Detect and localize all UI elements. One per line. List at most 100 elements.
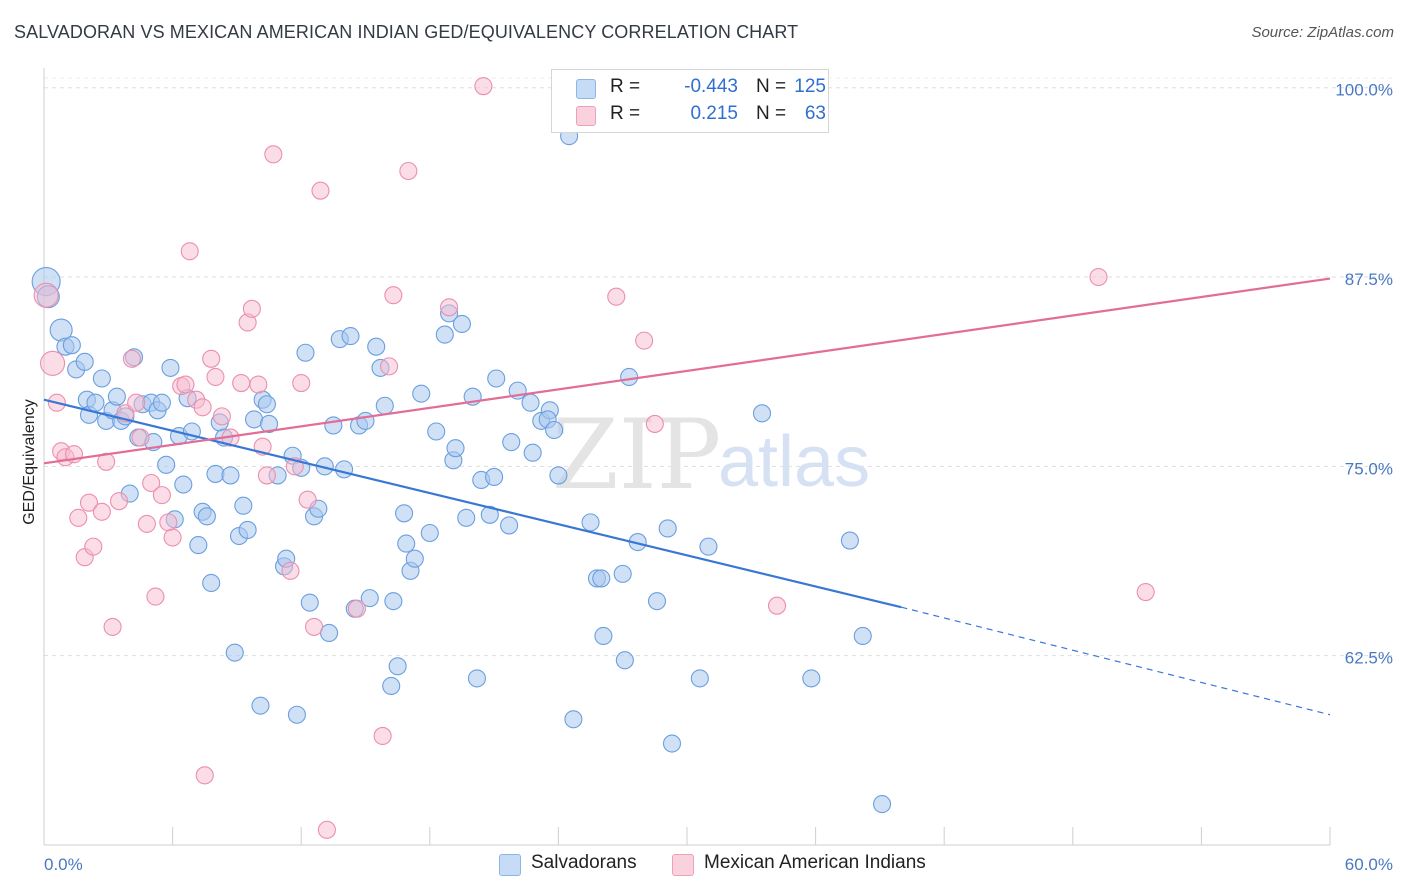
mexican-american-indian-point <box>257 466 276 485</box>
salvadoran-point <box>662 734 682 753</box>
mexican-american-indian-points <box>33 77 1155 839</box>
mexican-american-indian-point <box>373 726 392 745</box>
mexican-american-indian-point <box>264 145 283 164</box>
mexican-american-indian-point <box>69 508 88 527</box>
mexican-american-indian-point <box>635 331 654 350</box>
y-tick-label: 87.5% <box>1345 270 1393 289</box>
salvadoran-point <box>405 549 424 568</box>
salvadoran-point <box>86 393 105 412</box>
watermark-atlas: atlas <box>718 422 870 502</box>
mexican-american-indian-point <box>202 349 221 368</box>
salvadoran-point <box>202 573 221 593</box>
mexican-american-indian-point <box>607 287 626 306</box>
mexican-american-indian-point <box>137 514 156 533</box>
salvadoran-point <box>658 519 677 538</box>
salvadoran-point <box>157 455 176 474</box>
mexican-american-indian-point <box>193 398 212 417</box>
bottom-legend-label: Mexican American Indians <box>704 852 926 873</box>
salvadoran-point <box>238 520 257 540</box>
legend-r-value: 0.215 <box>690 103 738 124</box>
salvadoran-point <box>690 669 709 688</box>
salvadoran-point <box>802 669 821 688</box>
mexican-american-indian-point <box>305 617 324 636</box>
bottom-legend-swatch-blue <box>499 854 521 876</box>
mexican-american-indian-point <box>122 349 141 368</box>
salvadoran-point <box>221 466 240 485</box>
salvadoran-point <box>152 393 171 412</box>
salvadoran-point <box>382 676 401 696</box>
salvadoran-point <box>620 367 639 387</box>
mexican-american-indian-point <box>142 473 161 493</box>
mexican-american-indian-point <box>109 492 129 511</box>
salvadoran-point <box>446 439 465 458</box>
mexican-american-indian-point <box>180 242 199 261</box>
mexican-american-indian-point <box>347 599 366 618</box>
legend-n-value: 63 <box>804 103 826 124</box>
salvadoran-point <box>457 508 476 527</box>
mexican-american-indian-point <box>84 537 103 556</box>
salvadoran-point <box>500 516 519 535</box>
mexican-american-indian-point <box>1089 267 1108 287</box>
mexican-american-indian-point <box>645 414 664 433</box>
mexican-american-indian-point <box>1136 583 1155 602</box>
mexican-american-indian-point <box>440 298 459 317</box>
y-tick-labels: 100.0% 87.5% 75.0% 62.5% <box>1335 81 1393 668</box>
mexican-american-indian-point <box>33 282 59 308</box>
mexican-american-indian-point <box>40 350 66 376</box>
salvadoran-point <box>62 336 81 355</box>
salvadoran-point <box>161 358 180 377</box>
salvadoran-point <box>427 422 446 441</box>
mexican-american-indian-point <box>232 373 251 393</box>
legend-swatch-blue <box>576 79 596 99</box>
salvadoran-point <box>92 369 111 388</box>
bottom-legend-swatch-pink <box>672 854 694 876</box>
legend-row-salvadorans: R = -0.443 N = 125 <box>576 76 826 100</box>
mexican-american-indian-point <box>767 596 787 615</box>
salvadoran-point <box>360 589 379 608</box>
mexican-american-indian-point <box>195 766 214 785</box>
mexican-american-indian-point <box>103 617 122 636</box>
salvadoran-point <box>647 592 667 611</box>
salvadoran-point <box>189 536 208 555</box>
mexican-american-indian-point <box>298 490 317 509</box>
y-tick-label: 75.0% <box>1345 459 1393 478</box>
salvadoran-point <box>485 467 504 486</box>
salvadoran-point <box>521 393 540 412</box>
salvadoran-point <box>384 592 403 611</box>
salvadoran-point <box>412 384 431 403</box>
legend-r-value: -0.443 <box>684 76 738 97</box>
salvadoran-point <box>244 410 264 429</box>
salvadoran-point <box>613 564 632 583</box>
chart-title: SALVADORAN VS MEXICAN AMERICAN INDIAN GE… <box>14 22 799 42</box>
mexican-american-indian-point <box>163 528 182 547</box>
salvadoran-point <box>853 626 872 646</box>
mexican-american-indian-point <box>131 428 150 447</box>
mexican-american-indian-point <box>92 502 111 521</box>
mexican-american-indian-point <box>384 286 403 305</box>
x-tick-label: 60.0% <box>1345 855 1393 874</box>
salvadoran-point <box>296 343 315 362</box>
mexican-american-indian-point <box>242 299 261 318</box>
salvadoran-point <box>287 705 306 724</box>
salvadoran-point <box>341 327 360 346</box>
salvadoran-point <box>75 352 94 371</box>
mexican-american-indian-point <box>281 561 300 580</box>
salvadoran-point <box>699 537 718 556</box>
salvadoran-point <box>320 623 339 643</box>
y-axis-title: GED/Equivalency <box>21 399 38 524</box>
legend-n-label: N = <box>756 103 787 124</box>
salvadoran-point <box>259 414 279 433</box>
salvadoran-point <box>545 420 564 440</box>
salvadoran-point <box>395 504 414 523</box>
salvadoran-point <box>225 643 244 662</box>
salvadoran-point <box>840 531 859 550</box>
mexican-american-indian-point <box>399 161 418 181</box>
salvadoran-point <box>300 593 319 612</box>
salvadoran-point <box>872 795 892 814</box>
salvadoran-point <box>197 507 216 526</box>
legend-n-label: N = <box>756 76 787 97</box>
salvadoran-point <box>356 411 375 430</box>
salvadoran-point <box>251 696 270 715</box>
salvadoran-point <box>234 496 253 515</box>
legend-n-value: 125 <box>794 76 826 97</box>
